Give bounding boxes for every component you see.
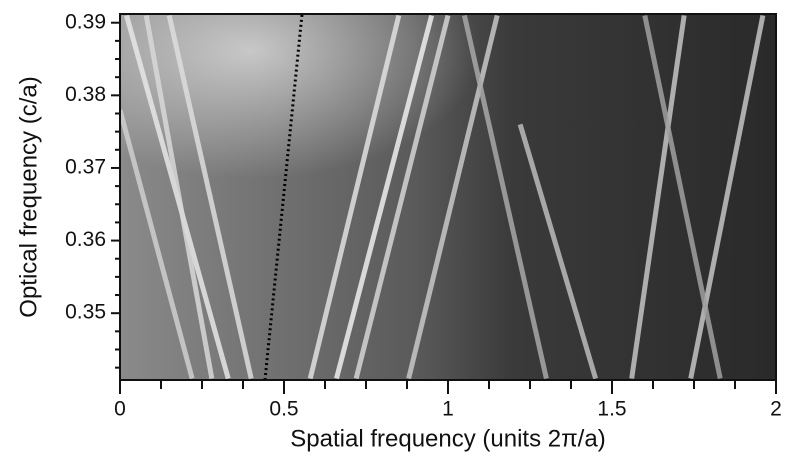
y-tick-label: 0.35	[65, 301, 106, 324]
y-tick-label: 0.38	[65, 83, 106, 106]
band-line	[353, 14, 451, 380]
band-line	[642, 14, 723, 380]
plot-glow	[120, 14, 776, 380]
band-line	[334, 14, 435, 380]
y-tick-label: 0.37	[65, 155, 106, 178]
x-tick-label: 1	[442, 398, 454, 421]
band-line	[166, 14, 254, 380]
x-tick-label: 1.5	[597, 398, 626, 421]
band-line	[629, 15, 687, 379]
band-line	[307, 14, 402, 380]
plot-area	[120, 14, 766, 380]
band-line	[406, 14, 500, 380]
x-tick-label: 0	[114, 398, 126, 421]
dotted-line	[263, 14, 304, 380]
band-line	[461, 14, 549, 380]
band-line	[517, 123, 598, 380]
band-line	[688, 14, 766, 380]
x-tick-label: 0.5	[269, 398, 298, 421]
band-line	[120, 109, 195, 380]
band-line	[143, 15, 215, 379]
x-tick-label: 2	[770, 398, 782, 421]
y-axis-label: Optical frequency (c/a)	[15, 76, 42, 317]
y-tick-label: 0.39	[65, 10, 106, 33]
y-tick-label: 0.36	[65, 228, 106, 251]
x-axis-label: Spatial frequency (units 2π/a)	[290, 425, 605, 452]
